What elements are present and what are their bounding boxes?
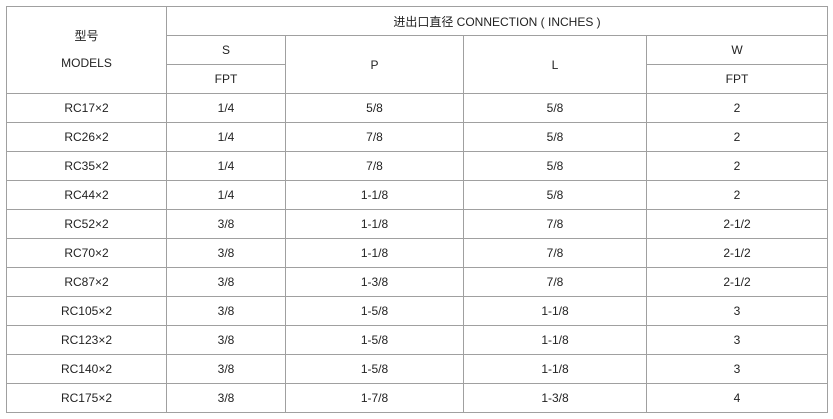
cell-l: 5/8 bbox=[463, 151, 647, 181]
cell-s: 1/4 bbox=[166, 122, 286, 152]
cell-model: RC87×2 bbox=[6, 267, 167, 297]
cell-s: 1/4 bbox=[166, 151, 286, 181]
cell-w: 3 bbox=[646, 296, 828, 326]
s-header: S bbox=[166, 35, 286, 65]
cell-s: 3/8 bbox=[166, 267, 286, 297]
cell-model: RC140×2 bbox=[6, 354, 167, 384]
cell-w: 2 bbox=[646, 93, 828, 123]
cell-l: 1-1/8 bbox=[463, 354, 647, 384]
cell-p: 7/8 bbox=[285, 151, 464, 181]
cell-model: RC17×2 bbox=[6, 93, 167, 123]
cell-l: 5/8 bbox=[463, 122, 647, 152]
cell-l: 7/8 bbox=[463, 238, 647, 268]
cell-w: 3 bbox=[646, 325, 828, 355]
cell-l: 7/8 bbox=[463, 267, 647, 297]
table-row: RC44×2 1/4 1-1/8 5/8 2 bbox=[6, 180, 828, 210]
w-header: W bbox=[646, 35, 828, 65]
table-row: RC123×2 3/8 1-5/8 1-1/8 3 bbox=[6, 325, 828, 355]
cell-w: 2 bbox=[646, 122, 828, 152]
cell-s: 1/4 bbox=[166, 93, 286, 123]
cell-model: RC175×2 bbox=[6, 383, 167, 413]
table-row: RC105×2 3/8 1-5/8 1-1/8 3 bbox=[6, 296, 828, 326]
models-header: 型号 MODELS bbox=[6, 6, 167, 94]
cell-s: 3/8 bbox=[166, 354, 286, 384]
cell-w: 2-1/2 bbox=[646, 238, 828, 268]
cell-p: 1-5/8 bbox=[285, 325, 464, 355]
cell-model: RC35×2 bbox=[6, 151, 167, 181]
models-header-en: MODELS bbox=[61, 56, 112, 70]
cell-p: 7/8 bbox=[285, 122, 464, 152]
cell-model: RC123×2 bbox=[6, 325, 167, 355]
table-row: RC17×2 1/4 5/8 5/8 2 bbox=[6, 93, 828, 123]
cell-s: 1/4 bbox=[166, 180, 286, 210]
cell-model: RC26×2 bbox=[6, 122, 167, 152]
cell-l: 1-3/8 bbox=[463, 383, 647, 413]
cell-p: 1-1/8 bbox=[285, 180, 464, 210]
cell-s: 3/8 bbox=[166, 209, 286, 239]
cell-l: 1-1/8 bbox=[463, 325, 647, 355]
s-subheader: FPT bbox=[166, 64, 286, 94]
cell-p: 5/8 bbox=[285, 93, 464, 123]
table-row: RC87×2 3/8 1-3/8 7/8 2-1/2 bbox=[6, 267, 828, 297]
cell-s: 3/8 bbox=[166, 325, 286, 355]
cell-p: 1-1/8 bbox=[285, 209, 464, 239]
cell-l: 7/8 bbox=[463, 209, 647, 239]
table-row: RC35×2 1/4 7/8 5/8 2 bbox=[6, 151, 828, 181]
cell-model: RC44×2 bbox=[6, 180, 167, 210]
cell-model: RC105×2 bbox=[6, 296, 167, 326]
cell-s: 3/8 bbox=[166, 238, 286, 268]
cell-l: 5/8 bbox=[463, 180, 647, 210]
cell-p: 1-3/8 bbox=[285, 267, 464, 297]
cell-p: 1-5/8 bbox=[285, 296, 464, 326]
models-header-cn: 型号 bbox=[74, 29, 99, 43]
cell-p: 1-5/8 bbox=[285, 354, 464, 384]
cell-w: 2 bbox=[646, 180, 828, 210]
cell-w: 2 bbox=[646, 151, 828, 181]
table-row: RC175×2 3/8 1-7/8 1-3/8 4 bbox=[6, 383, 828, 413]
w-subheader: FPT bbox=[646, 64, 828, 94]
connection-header: 进出口直径 CONNECTION ( INCHES ) bbox=[166, 6, 828, 36]
l-header: L bbox=[463, 35, 647, 94]
cell-w: 2-1/2 bbox=[646, 267, 828, 297]
cell-p: 1-1/8 bbox=[285, 238, 464, 268]
cell-l: 1-1/8 bbox=[463, 296, 647, 326]
cell-w: 4 bbox=[646, 383, 828, 413]
p-header: P bbox=[285, 35, 464, 94]
cell-s: 3/8 bbox=[166, 383, 286, 413]
table-row: RC140×2 3/8 1-5/8 1-1/8 3 bbox=[6, 354, 828, 384]
connection-spec-table: 型号 MODELS 进出口直径 CONNECTION ( INCHES ) S … bbox=[6, 6, 828, 413]
table-row: RC70×2 3/8 1-1/8 7/8 2-1/2 bbox=[6, 238, 828, 268]
table-row: RC52×2 3/8 1-1/8 7/8 2-1/2 bbox=[6, 209, 828, 239]
cell-model: RC52×2 bbox=[6, 209, 167, 239]
cell-l: 5/8 bbox=[463, 93, 647, 123]
cell-p: 1-7/8 bbox=[285, 383, 464, 413]
cell-w: 2-1/2 bbox=[646, 209, 828, 239]
cell-s: 3/8 bbox=[166, 296, 286, 326]
table-row: RC26×2 1/4 7/8 5/8 2 bbox=[6, 122, 828, 152]
cell-model: RC70×2 bbox=[6, 238, 167, 268]
cell-w: 3 bbox=[646, 354, 828, 384]
